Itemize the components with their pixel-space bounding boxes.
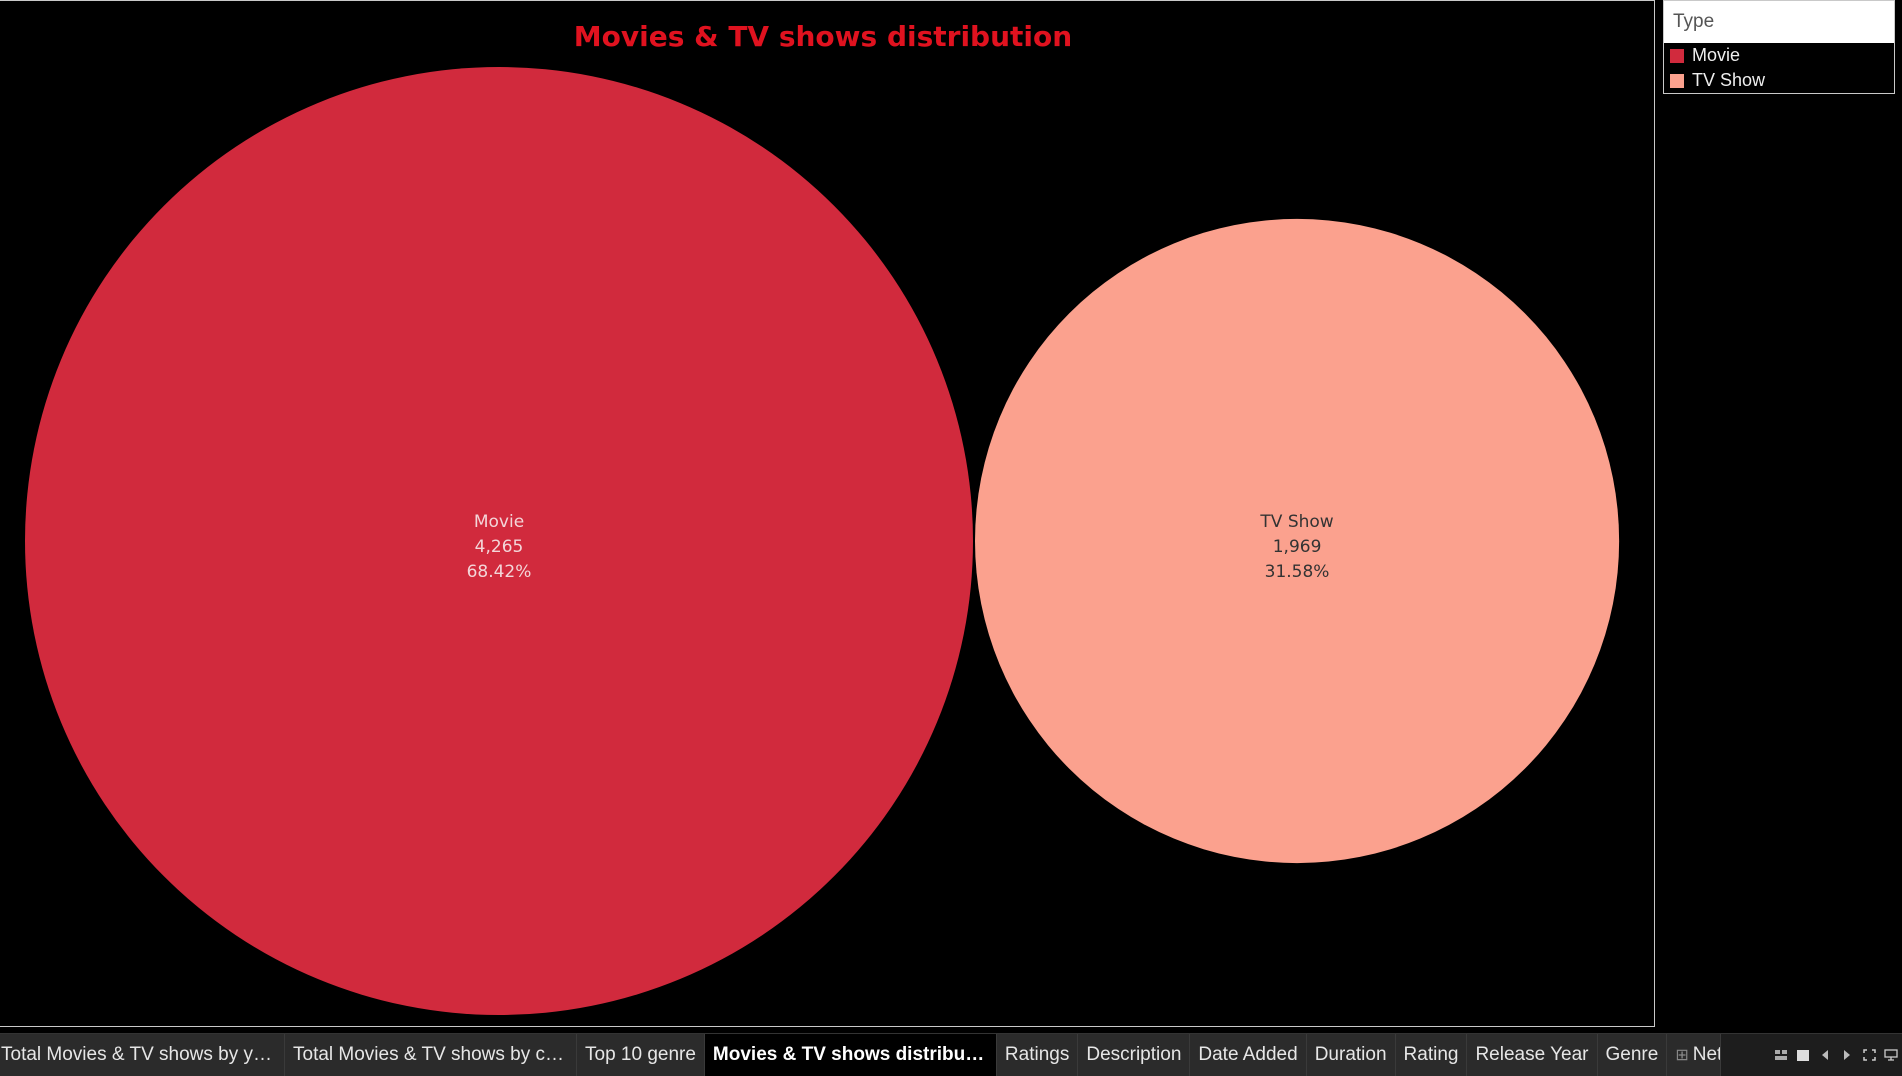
bubble-count-tv-show: 1,969: [1273, 537, 1322, 557]
tab-genre[interactable]: Genre: [1597, 1034, 1668, 1076]
present-mode-icon[interactable]: [1884, 1048, 1898, 1062]
legend-swatch-tv-show: [1670, 73, 1684, 88]
dashboard-grid-icon: ⊞: [1675, 1047, 1689, 1064]
sheet-controls: [1774, 1048, 1898, 1062]
bubble-label-tv-show: TV Show: [1259, 512, 1333, 532]
show-filmstrip-icon[interactable]: [1796, 1048, 1810, 1062]
tab-description[interactable]: Description: [1078, 1034, 1191, 1076]
bubble-label-movie: Movie: [474, 512, 524, 532]
bubble-percent-movie: 68.42%: [467, 562, 532, 582]
tab-date-added[interactable]: Date Added: [1190, 1034, 1307, 1076]
chart-title: Movies & TV shows distribution: [573, 20, 1073, 53]
fit-screen-icon[interactable]: [1862, 1048, 1876, 1062]
legend-item-tv-show[interactable]: TV Show: [1664, 68, 1894, 93]
color-legend[interactable]: Type Movie TV Show: [1663, 0, 1895, 94]
legend-item-movie[interactable]: Movie: [1664, 43, 1894, 68]
bubble-chart: Movie 4,265 68.42% TV Show 1,969 31.58%: [25, 67, 1620, 1015]
bubble-percent-tv-show: 31.58%: [1265, 562, 1330, 582]
tab-distribution[interactable]: Movies & TV shows distribution: [704, 1034, 997, 1076]
tab-release-year[interactable]: Release Year: [1467, 1034, 1598, 1076]
tab-rating[interactable]: Rating: [1395, 1034, 1468, 1076]
tab-net[interactable]: ⊞ Net: [1667, 1034, 1722, 1076]
scroll-left-icon[interactable]: [1818, 1048, 1832, 1062]
tab-ratings[interactable]: Ratings: [996, 1034, 1079, 1076]
scroll-right-icon[interactable]: [1840, 1048, 1854, 1062]
legend-title: Type: [1664, 1, 1894, 43]
tab-duration[interactable]: Duration: [1306, 1034, 1396, 1076]
tab-net-label: Net: [1692, 1044, 1722, 1065]
tab-top-10-genre[interactable]: Top 10 genre: [577, 1034, 705, 1076]
legend-label-tv-show: TV Show: [1692, 70, 1766, 90]
bubble-movie[interactable]: [25, 67, 973, 1015]
bubble-tv-show[interactable]: [975, 218, 1620, 864]
tab-total-by-country[interactable]: Total Movies & TV shows by cou...: [285, 1034, 577, 1076]
sheet-tab-bar: Total Movies & TV shows by years Total M…: [0, 1033, 1902, 1076]
bubble-count-movie: 4,265: [475, 537, 524, 557]
show-sheet-sorter-icon[interactable]: [1774, 1048, 1788, 1062]
tab-total-by-years[interactable]: Total Movies & TV shows by years: [0, 1034, 285, 1076]
legend-label-movie: Movie: [1692, 45, 1741, 65]
visualization-pane: Movie 4,265 68.42% TV Show 1,969 31.58% …: [0, 0, 1655, 1027]
legend-swatch-movie: [1670, 48, 1684, 63]
